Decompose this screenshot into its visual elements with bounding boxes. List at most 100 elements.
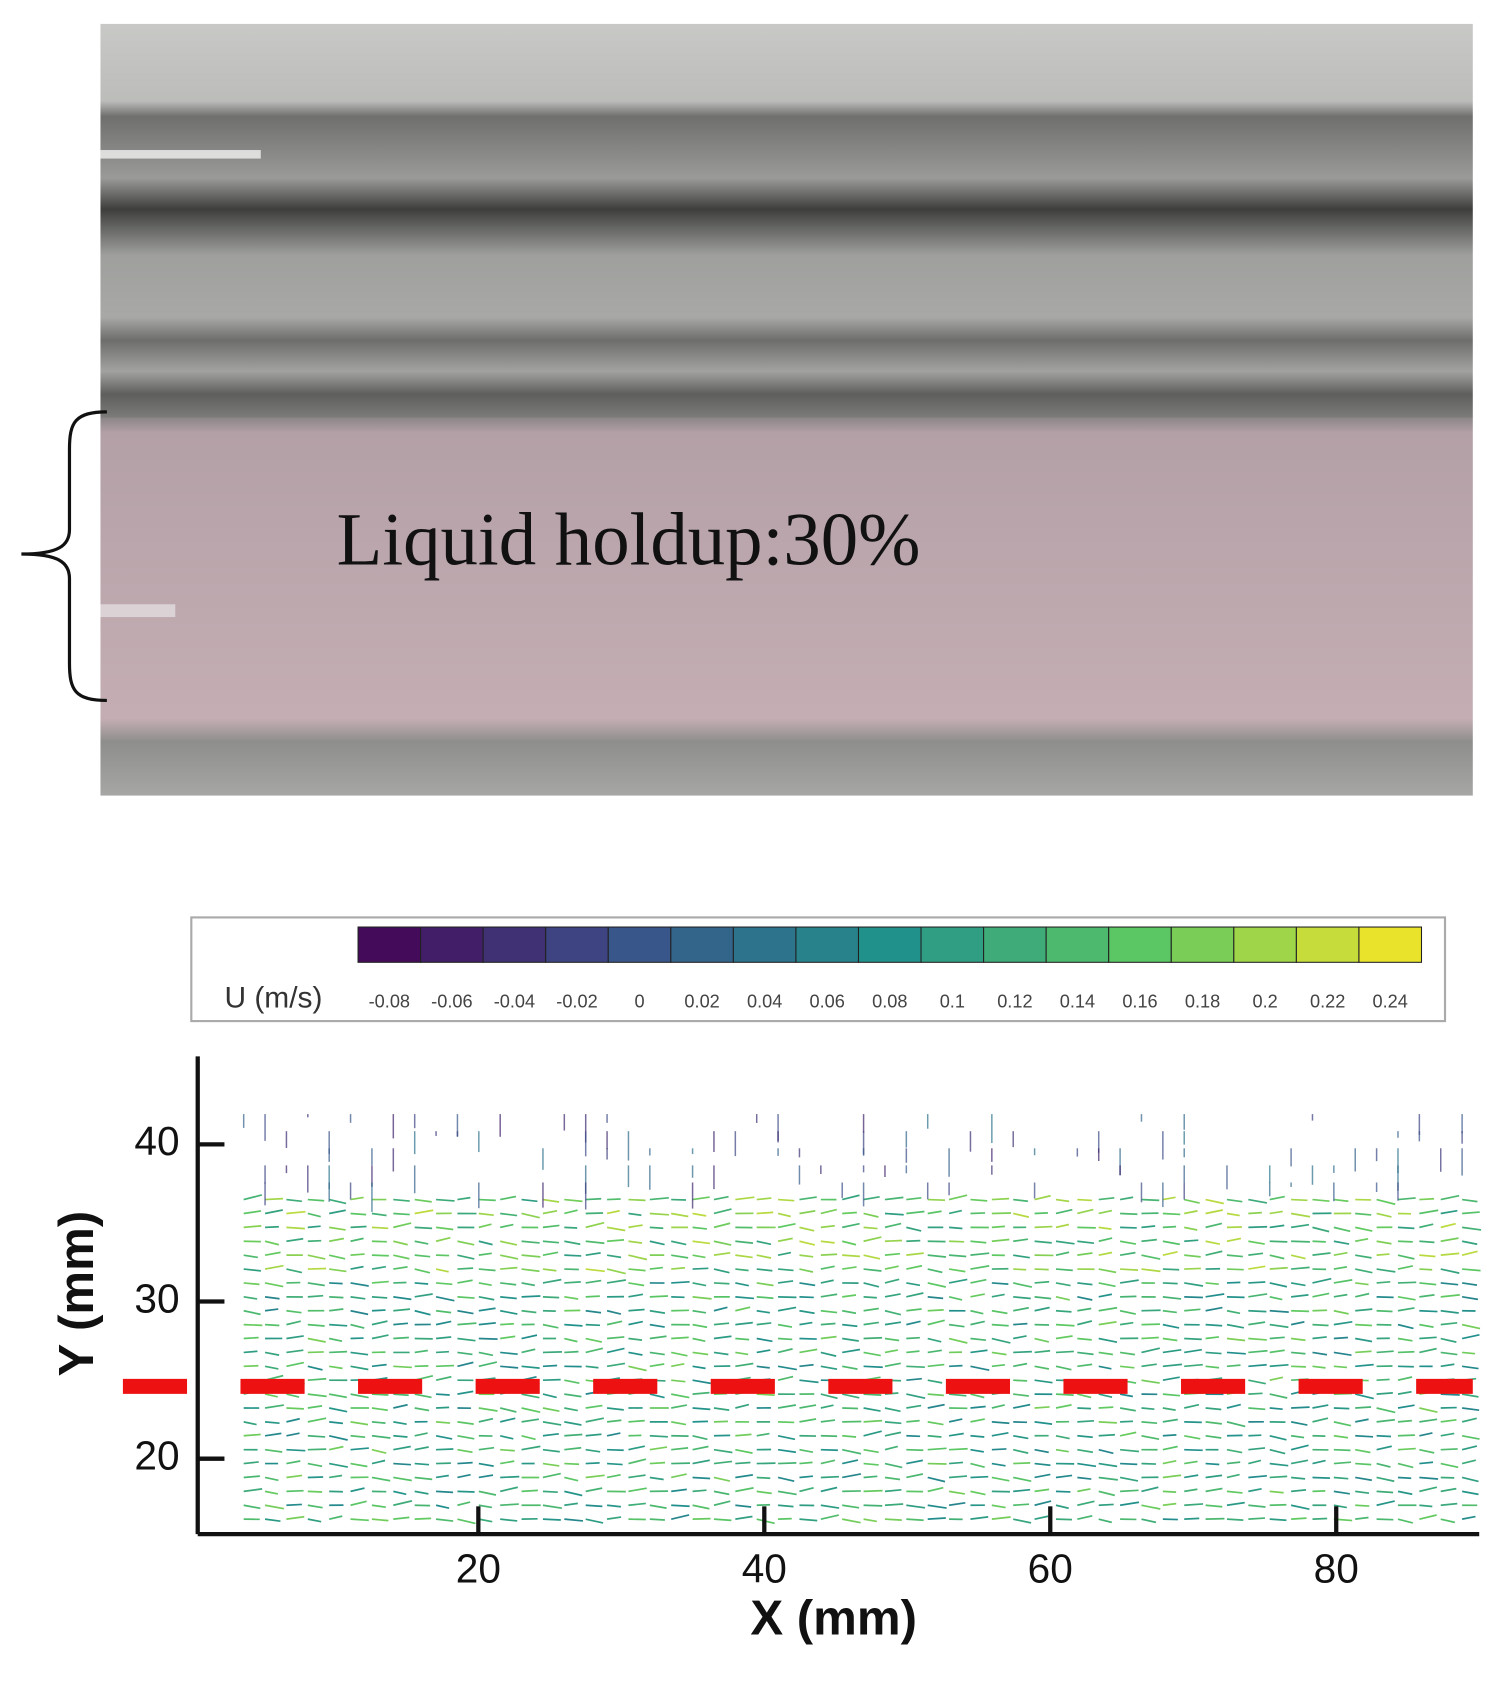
velocity-vector <box>371 1434 391 1439</box>
velocity-vector <box>735 1306 751 1312</box>
velocity-vector <box>1013 1268 1027 1271</box>
velocity-vector <box>307 1434 326 1438</box>
velocity-vector <box>1162 1363 1182 1368</box>
velocity-vector <box>329 1350 348 1354</box>
velocity-vector <box>1291 1309 1310 1313</box>
velocity-vector <box>564 1254 582 1257</box>
colorbar-tick-label: -0.06 <box>431 992 472 1012</box>
velocity-vector <box>371 1363 387 1368</box>
velocity-vector <box>435 1434 453 1440</box>
velocity-vector <box>1205 1351 1222 1355</box>
velocity-vector <box>863 1195 880 1201</box>
velocity-vector <box>371 1295 388 1299</box>
velocity-vector <box>842 1434 857 1438</box>
velocity-vector <box>949 1447 968 1451</box>
velocity-vector <box>906 1226 922 1232</box>
velocity-vector <box>435 1296 455 1302</box>
velocity-vector <box>457 1351 473 1356</box>
velocity-vector <box>521 1393 540 1399</box>
velocity-vector <box>606 1362 626 1368</box>
velocity-vector <box>1184 1434 1201 1440</box>
velocity-vector <box>692 1434 708 1441</box>
velocity-vector <box>777 1212 791 1218</box>
velocity-vector <box>1162 1490 1177 1493</box>
velocity-vector <box>820 1448 838 1452</box>
velocity-vector <box>521 1254 541 1258</box>
velocity-vector <box>414 1226 433 1230</box>
velocity-vector <box>542 1504 563 1510</box>
velocity-vector <box>1226 1461 1241 1465</box>
velocity-vector <box>713 1476 731 1482</box>
velocity-vector <box>350 1365 369 1371</box>
velocity-vector <box>842 1393 860 1399</box>
velocity-vector <box>671 1280 690 1284</box>
velocity-vector <box>414 1309 431 1316</box>
velocity-vector <box>628 1254 648 1261</box>
velocity-vector <box>393 1198 410 1202</box>
velocity-vector <box>1120 1448 1140 1453</box>
velocity-vector <box>906 1365 925 1369</box>
velocity-vector <box>906 1239 921 1243</box>
velocity-vector <box>1376 1309 1393 1313</box>
velocity-vector <box>713 1500 731 1507</box>
velocity-vector <box>1269 1195 1285 1201</box>
velocity-vector <box>564 1407 578 1412</box>
velocity-vector <box>1184 1448 1203 1452</box>
velocity-vector <box>264 1432 282 1437</box>
velocity-vector <box>1120 1268 1139 1271</box>
colorbar-tick-label: 0.1 <box>940 992 965 1012</box>
velocity-vector <box>799 1404 817 1409</box>
velocity-vector <box>1162 1376 1180 1382</box>
velocity-vector <box>286 1407 304 1410</box>
velocity-vector <box>1162 1250 1178 1256</box>
velocity-vector <box>820 1486 838 1493</box>
velocity-vector <box>414 1198 432 1203</box>
velocity-vector <box>884 1252 901 1257</box>
velocity-vector <box>778 1295 797 1299</box>
velocity-vector <box>970 1475 989 1479</box>
velocity-vector <box>777 1306 797 1312</box>
velocity-vector <box>1205 1407 1222 1411</box>
velocity-vector <box>863 1307 879 1312</box>
velocity-vector <box>927 1308 944 1312</box>
velocity-vector <box>542 1432 559 1437</box>
velocity-vector <box>927 1337 942 1343</box>
velocity-vector <box>692 1240 711 1245</box>
velocity-vector <box>329 1226 346 1231</box>
velocity-vector <box>371 1254 389 1257</box>
velocity-vector <box>1226 1237 1242 1243</box>
velocity-vector <box>1397 1434 1415 1437</box>
velocity-vector <box>307 1337 326 1343</box>
velocity-vector <box>1248 1309 1267 1313</box>
velocity-vector <box>264 1240 280 1246</box>
velocity-vector <box>756 1268 773 1272</box>
velocity-vector <box>542 1448 560 1453</box>
x-tick-label: 40 <box>742 1545 787 1591</box>
velocity-vector <box>756 1393 775 1396</box>
velocity-vector <box>478 1474 494 1479</box>
velocity-vector <box>606 1347 625 1354</box>
velocity-vector <box>457 1518 476 1525</box>
velocity-vector <box>264 1365 279 1370</box>
velocity-vector <box>243 1433 261 1437</box>
velocity-vector <box>1184 1460 1198 1465</box>
colorbar-tick-label: 0.2 <box>1252 992 1277 1012</box>
colorbar-level <box>357 926 422 963</box>
velocity-vector <box>628 1474 646 1479</box>
velocity-vector <box>1419 1197 1435 1201</box>
velocity-vector <box>1077 1282 1093 1286</box>
velocity-vector <box>500 1309 518 1315</box>
velocity-vector <box>820 1365 838 1371</box>
velocity-vector <box>1248 1392 1263 1395</box>
velocity-vector <box>1290 1444 1309 1451</box>
velocity-vector <box>692 1254 706 1259</box>
velocity-vector <box>1419 1309 1438 1313</box>
velocity-vector <box>542 1251 559 1256</box>
velocity-vector <box>692 1476 711 1480</box>
velocity-vector <box>1162 1445 1178 1451</box>
velocity-vector <box>1077 1500 1095 1507</box>
velocity-vector <box>286 1448 306 1452</box>
velocity-vector <box>457 1279 473 1284</box>
velocity-vector <box>1397 1265 1413 1270</box>
velocity-vector <box>1461 1393 1479 1398</box>
